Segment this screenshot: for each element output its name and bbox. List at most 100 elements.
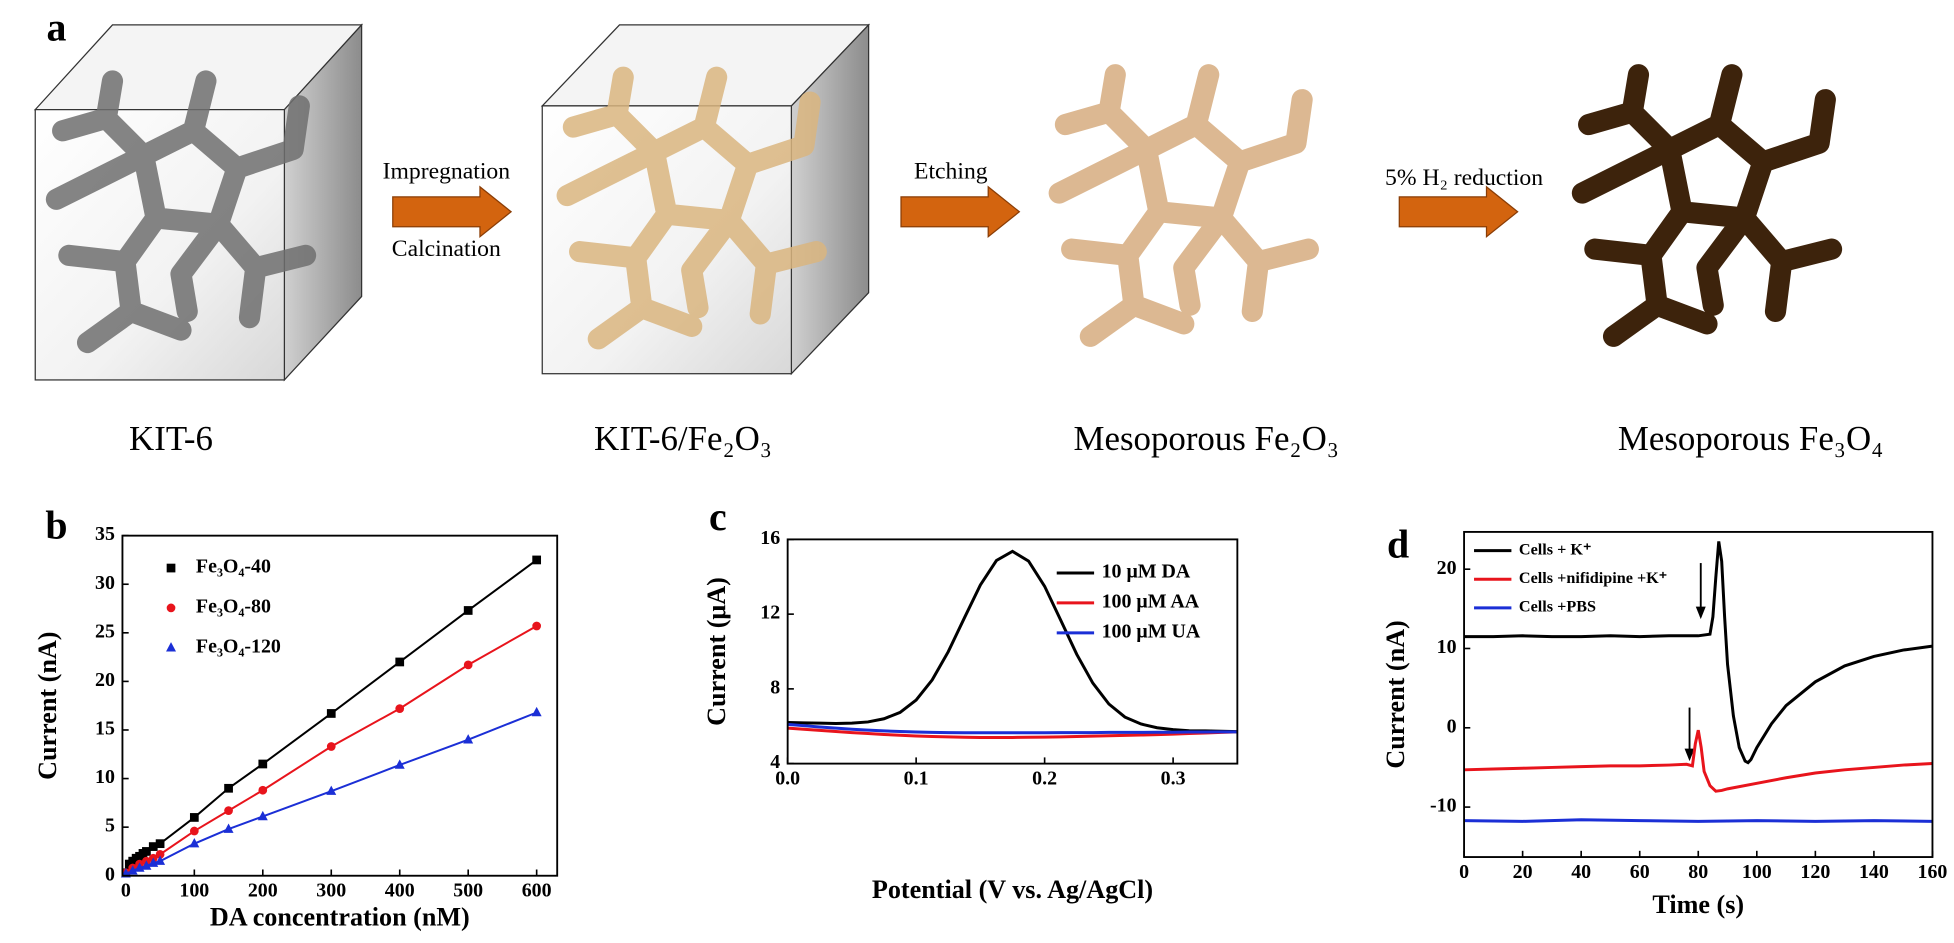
series-line	[787, 722, 1238, 735]
legend-label: Fe₃O₄-40	[196, 556, 271, 578]
marker	[463, 660, 473, 670]
step-label: KIT-6	[129, 419, 213, 458]
y-tick-label: -10	[1430, 795, 1457, 817]
marker	[463, 606, 473, 615]
marker	[326, 785, 337, 795]
legend-label: 10 μM DA	[1102, 561, 1191, 583]
x-tick-label: 600	[522, 880, 552, 902]
step-label: Mesoporous Fe₃O₄	[1618, 419, 1883, 458]
marker	[394, 759, 405, 769]
y-tick-label: 4	[770, 751, 780, 773]
legend-marker	[166, 603, 176, 613]
x-tick-label: 0	[121, 880, 131, 902]
y-axis-label: Current (μA)	[702, 577, 731, 726]
arrow-label: Impregnation	[383, 159, 511, 185]
legend-label: Fe₃O₄-120	[196, 635, 281, 657]
y-tick-label: 0	[105, 863, 115, 885]
plot-frame	[1463, 530, 1934, 858]
y-tick-label: 0	[1447, 715, 1457, 737]
x-axis-label: Potential (V vs. Ag/AgCl)	[872, 875, 1153, 904]
y-axis-label: Current (nA)	[1381, 620, 1410, 768]
marker	[224, 806, 233, 815]
step-label: Mesoporous Fe₂O₃	[1073, 419, 1338, 458]
marker	[326, 709, 336, 718]
x-axis-label: DA concentration (nM)	[210, 902, 470, 931]
arrow	[1398, 185, 1519, 238]
x-tick-label: 0.2	[1032, 767, 1057, 789]
x-tick-label: 20	[1513, 861, 1533, 883]
x-axis-label: Time (s)	[1652, 890, 1744, 919]
y-tick-label: 12	[760, 602, 780, 624]
marker	[532, 621, 542, 631]
network	[1059, 75, 1308, 337]
x-tick-label: 40	[1571, 861, 1591, 883]
y-tick-label: 5	[105, 815, 115, 837]
legend-label: 100 μM UA	[1102, 620, 1201, 642]
marker	[257, 810, 268, 821]
marker	[258, 759, 268, 769]
marker	[395, 657, 405, 667]
arrow	[900, 185, 1021, 238]
series-line	[787, 549, 1238, 734]
annotation-arrow-head	[1695, 606, 1706, 620]
marker	[155, 849, 165, 859]
arrow	[392, 185, 513, 238]
x-tick-label: 160	[1918, 861, 1948, 883]
y-tick-label: 20	[1437, 557, 1457, 579]
x-tick-label: 0.3	[1161, 767, 1186, 789]
series-line	[1464, 729, 1933, 793]
x-tick-label: 60	[1630, 861, 1650, 883]
marker	[531, 706, 542, 717]
series-line	[787, 726, 1238, 739]
panel-label: d	[1387, 521, 1409, 566]
legend-label: Fe₃O₄-80	[196, 595, 271, 617]
legend-marker	[166, 642, 177, 652]
chart-panel: d 0 20 40 60 80 100 120 140 160 -10 0 10 20 Time (s) Cu…	[1381, 521, 1947, 919]
panel-label: c	[709, 494, 727, 539]
x-tick-label: 0.0	[775, 767, 800, 789]
panel-label: a	[46, 4, 66, 49]
marker	[127, 865, 138, 875]
y-tick-label: 16	[760, 527, 780, 549]
marker	[189, 826, 199, 836]
x-tick-label: 0	[1459, 861, 1469, 883]
y-axis-label: Current (nA)	[33, 632, 62, 780]
marker	[189, 813, 199, 822]
legend-label: Cells + K⁺	[1519, 540, 1592, 558]
y-tick-label: 15	[95, 718, 115, 740]
marker	[189, 838, 200, 848]
y-tick-label: 30	[95, 572, 115, 594]
arrow-label: Calcination	[392, 236, 501, 262]
chart-panel: b 0 100 200 300 400 500 600 0 5 10 15 20 25 30 35 DA con…	[33, 503, 559, 931]
y-tick-label: 25	[95, 620, 115, 642]
marker	[395, 704, 405, 713]
marker	[155, 839, 165, 849]
y-tick-label: 10	[95, 766, 115, 788]
panel-label: b	[45, 503, 67, 548]
x-tick-label: 200	[248, 880, 278, 902]
marker	[155, 855, 166, 865]
annotation-arrow-head	[1684, 748, 1695, 762]
plot-frame	[786, 538, 1239, 765]
legend-label: Cells +PBS	[1519, 598, 1596, 616]
marker	[258, 785, 268, 795]
marker	[463, 734, 474, 744]
marker	[224, 783, 233, 793]
x-tick-label: 0.1	[904, 767, 929, 789]
marker	[326, 742, 336, 751]
y-tick-label: 35	[95, 523, 115, 545]
x-tick-label: 120	[1800, 861, 1830, 883]
marker	[141, 860, 152, 870]
series-line	[1464, 541, 1933, 765]
step-label: KIT-6/Fe₂O₃	[594, 419, 772, 458]
y-tick-label: 10	[1437, 636, 1457, 658]
legend-label: 100 μM AA	[1102, 591, 1200, 613]
arrow-label: Etching	[914, 159, 988, 185]
x-tick-label: 140	[1859, 861, 1889, 883]
arrow-label: 5% H₂ reduction	[1385, 165, 1543, 191]
legend-marker	[166, 563, 176, 573]
chart-panel: c 0.0 0.1 0.2 0.3 4 8 12 16 Potential (V vs. Ag/A…	[702, 494, 1239, 904]
marker	[532, 555, 542, 565]
legend-label: Cells +nifidipine +K⁺	[1519, 569, 1667, 587]
